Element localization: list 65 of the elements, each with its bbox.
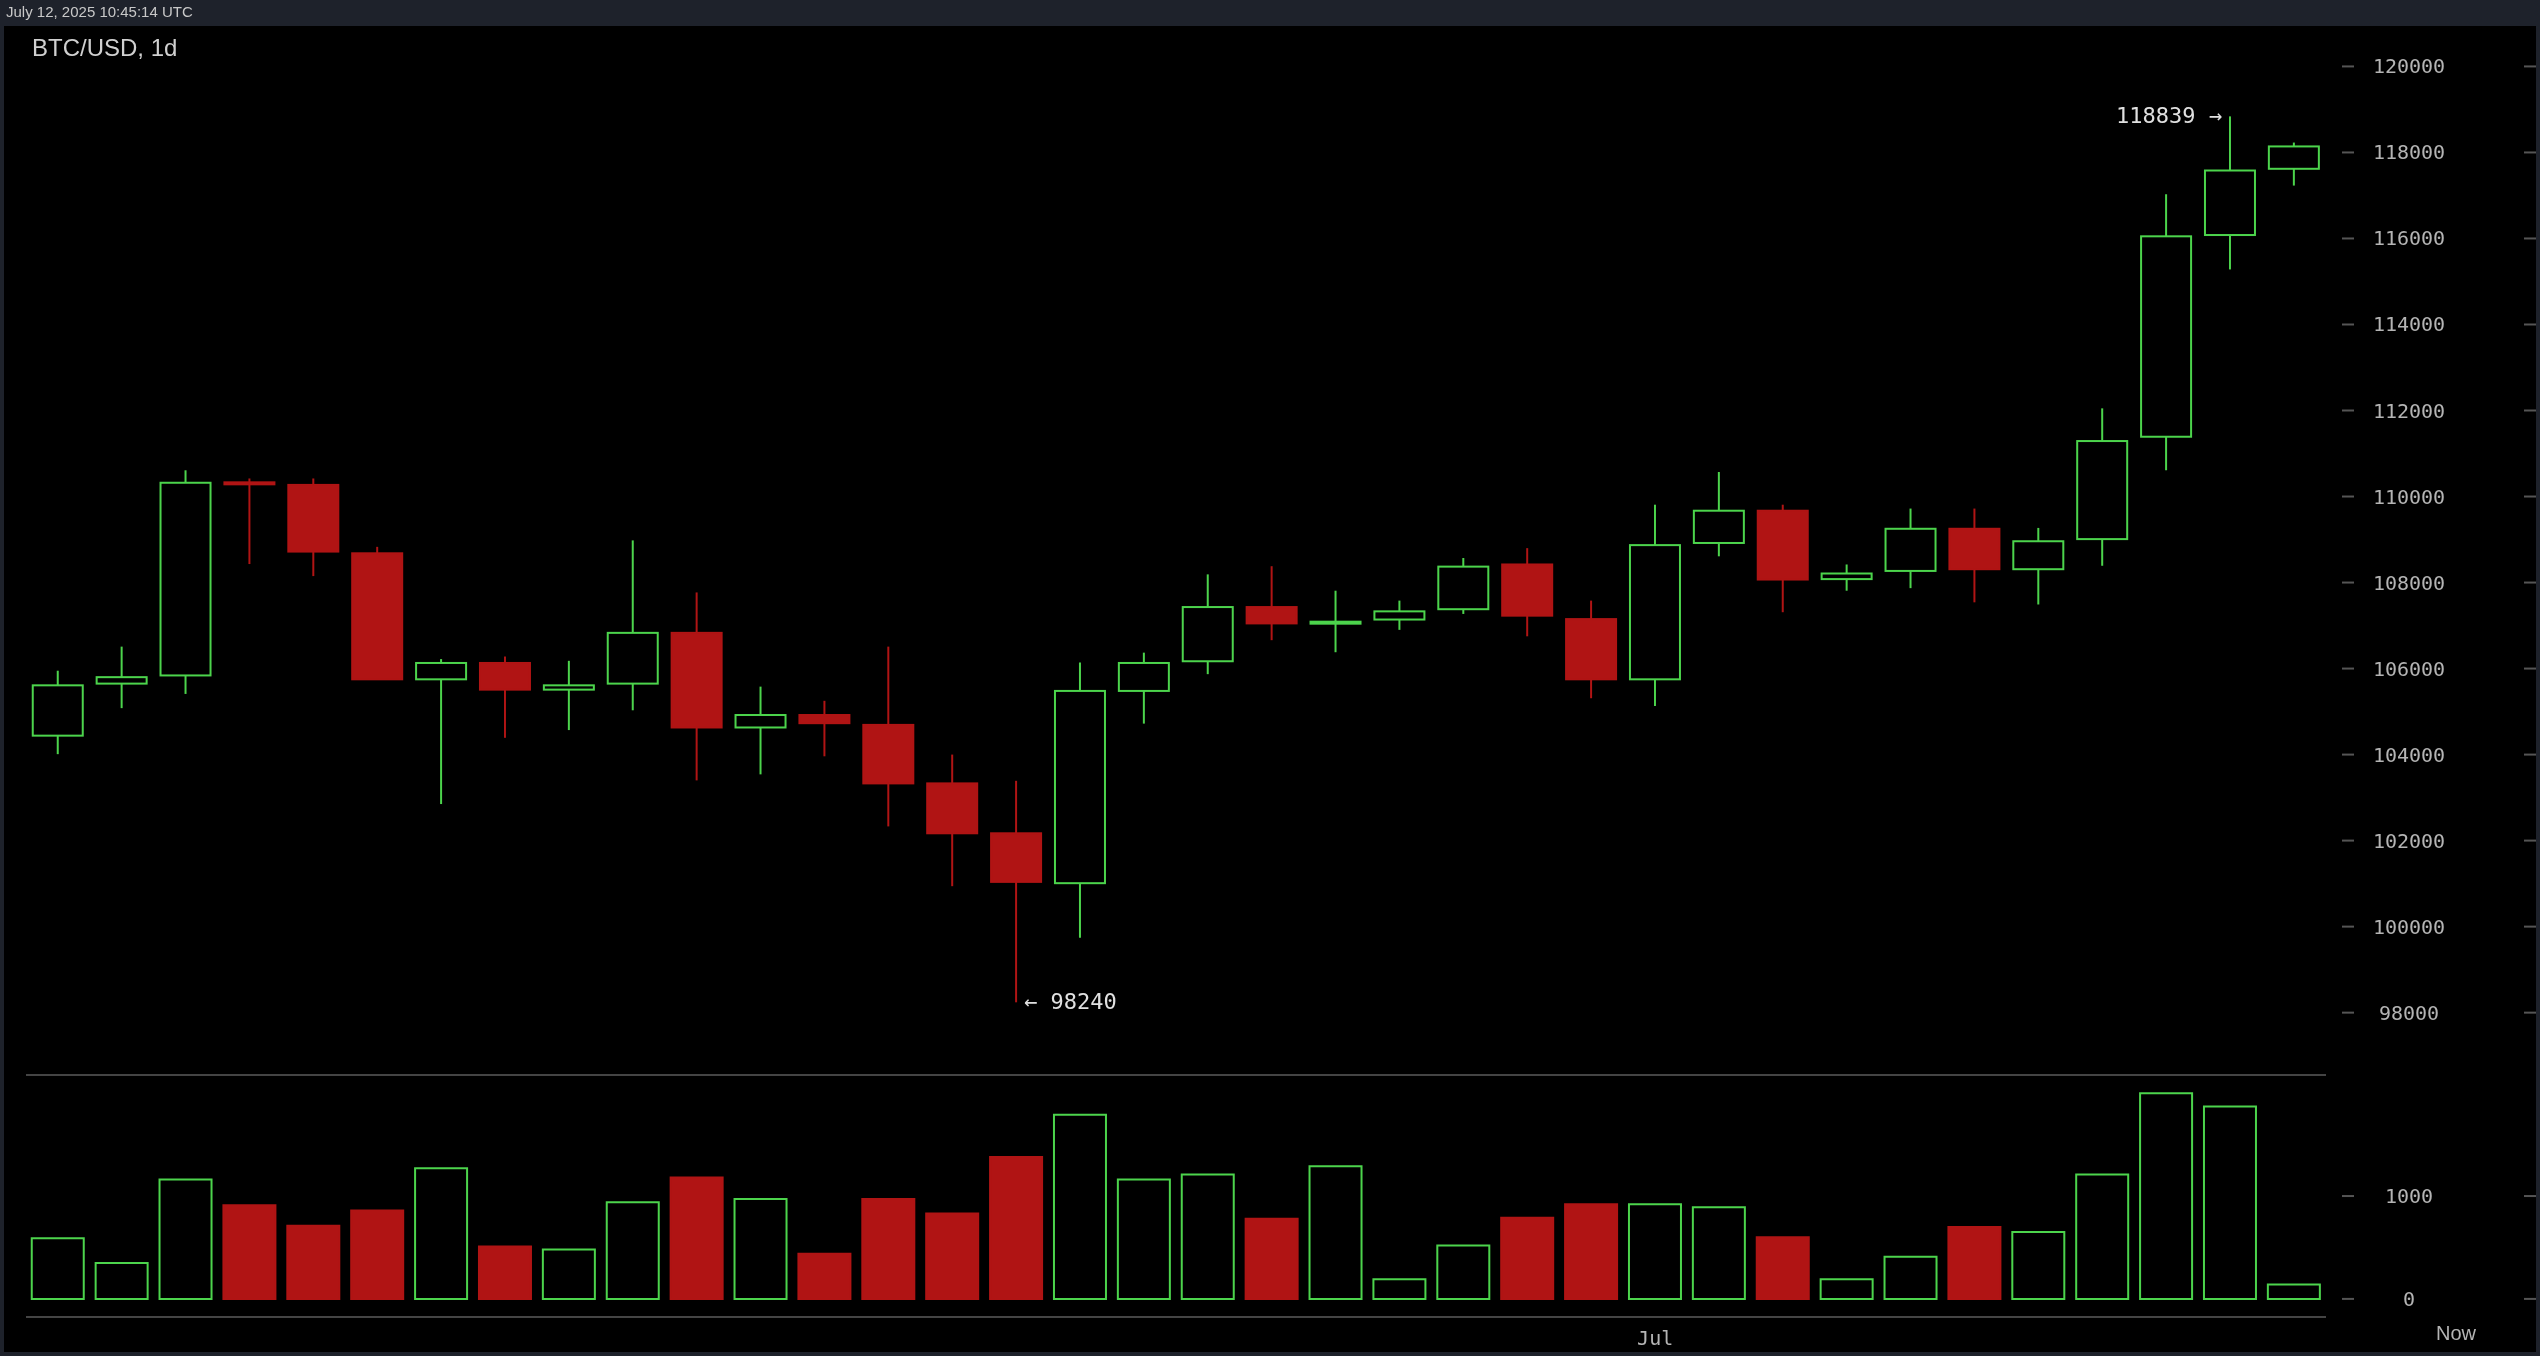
bar <box>1052 1113 1107 1300</box>
bar <box>1436 1244 1491 1300</box>
bar <box>1244 1217 1299 1300</box>
bar <box>222 1204 277 1300</box>
bar <box>2266 1283 2321 1300</box>
y-tick-label: 100000 <box>2372 914 2446 939</box>
y-tick-label: 0 <box>2402 1286 2416 1311</box>
bar <box>605 1201 660 1300</box>
chart-subtitle: July 12, 2025 10:45:14 UTC <box>6 3 193 20</box>
y-tick-label: 110000 <box>2372 484 2446 509</box>
bar <box>2139 1092 2194 1300</box>
bar <box>925 1212 980 1300</box>
y-tick-label: 98000 <box>2378 1000 2440 1025</box>
y-tick-label: 120000 <box>2372 54 2446 79</box>
y-tick-label: 112000 <box>2372 398 2446 423</box>
bar <box>1691 1206 1746 1300</box>
bar <box>2202 1105 2257 1300</box>
y-tick-label: 1000 <box>2384 1184 2434 1209</box>
y-tick-label: 102000 <box>2372 828 2446 853</box>
candlestick <box>1373 599 1426 631</box>
chart-title: BTC/USD, 1d <box>32 34 178 62</box>
x-tick-label: Jul <box>1637 1326 1674 1350</box>
bar <box>1947 1225 2002 1300</box>
bar <box>414 1167 469 1300</box>
bar <box>94 1261 149 1300</box>
annotation: ← 98240 <box>1024 989 1117 1015</box>
bar <box>158 1178 213 1300</box>
bar <box>350 1209 405 1300</box>
candlestick <box>798 699 851 758</box>
bar <box>797 1252 852 1300</box>
bar <box>989 1155 1044 1300</box>
bar <box>733 1198 788 1300</box>
bar <box>1627 1203 1682 1300</box>
bar <box>1116 1178 1171 1300</box>
y-tick-label: 114000 <box>2372 312 2446 337</box>
y-tick-label: 116000 <box>2372 226 2446 251</box>
candlestick <box>1820 563 1873 592</box>
bar <box>1564 1203 1619 1300</box>
bar <box>1372 1278 1427 1300</box>
bar <box>1308 1165 1363 1300</box>
candlestick <box>734 685 787 776</box>
bar <box>286 1224 341 1300</box>
candlestick <box>1309 589 1362 654</box>
y-tick-label: 104000 <box>2372 742 2446 767</box>
y-tick-label: 118000 <box>2372 140 2446 165</box>
bar <box>477 1245 532 1300</box>
text: Now <box>2435 1322 2477 1345</box>
y-tick-label: 106000 <box>2372 656 2446 681</box>
y-tick-label: 108000 <box>2372 570 2446 595</box>
bar <box>2011 1231 2066 1300</box>
bar <box>669 1176 724 1300</box>
bar <box>1755 1236 1810 1300</box>
bar <box>1883 1255 1938 1300</box>
bar <box>1180 1173 1235 1300</box>
annotation: 118839 → <box>2116 103 2222 129</box>
candlestick <box>223 477 276 566</box>
bar <box>541 1248 596 1300</box>
candlestick <box>542 659 595 732</box>
candlestick <box>95 645 148 710</box>
bar <box>1819 1278 1874 1300</box>
candlestick <box>415 658 468 806</box>
bar <box>861 1198 916 1300</box>
bar <box>2075 1173 2130 1300</box>
bar <box>1500 1216 1555 1300</box>
bar <box>30 1237 85 1300</box>
